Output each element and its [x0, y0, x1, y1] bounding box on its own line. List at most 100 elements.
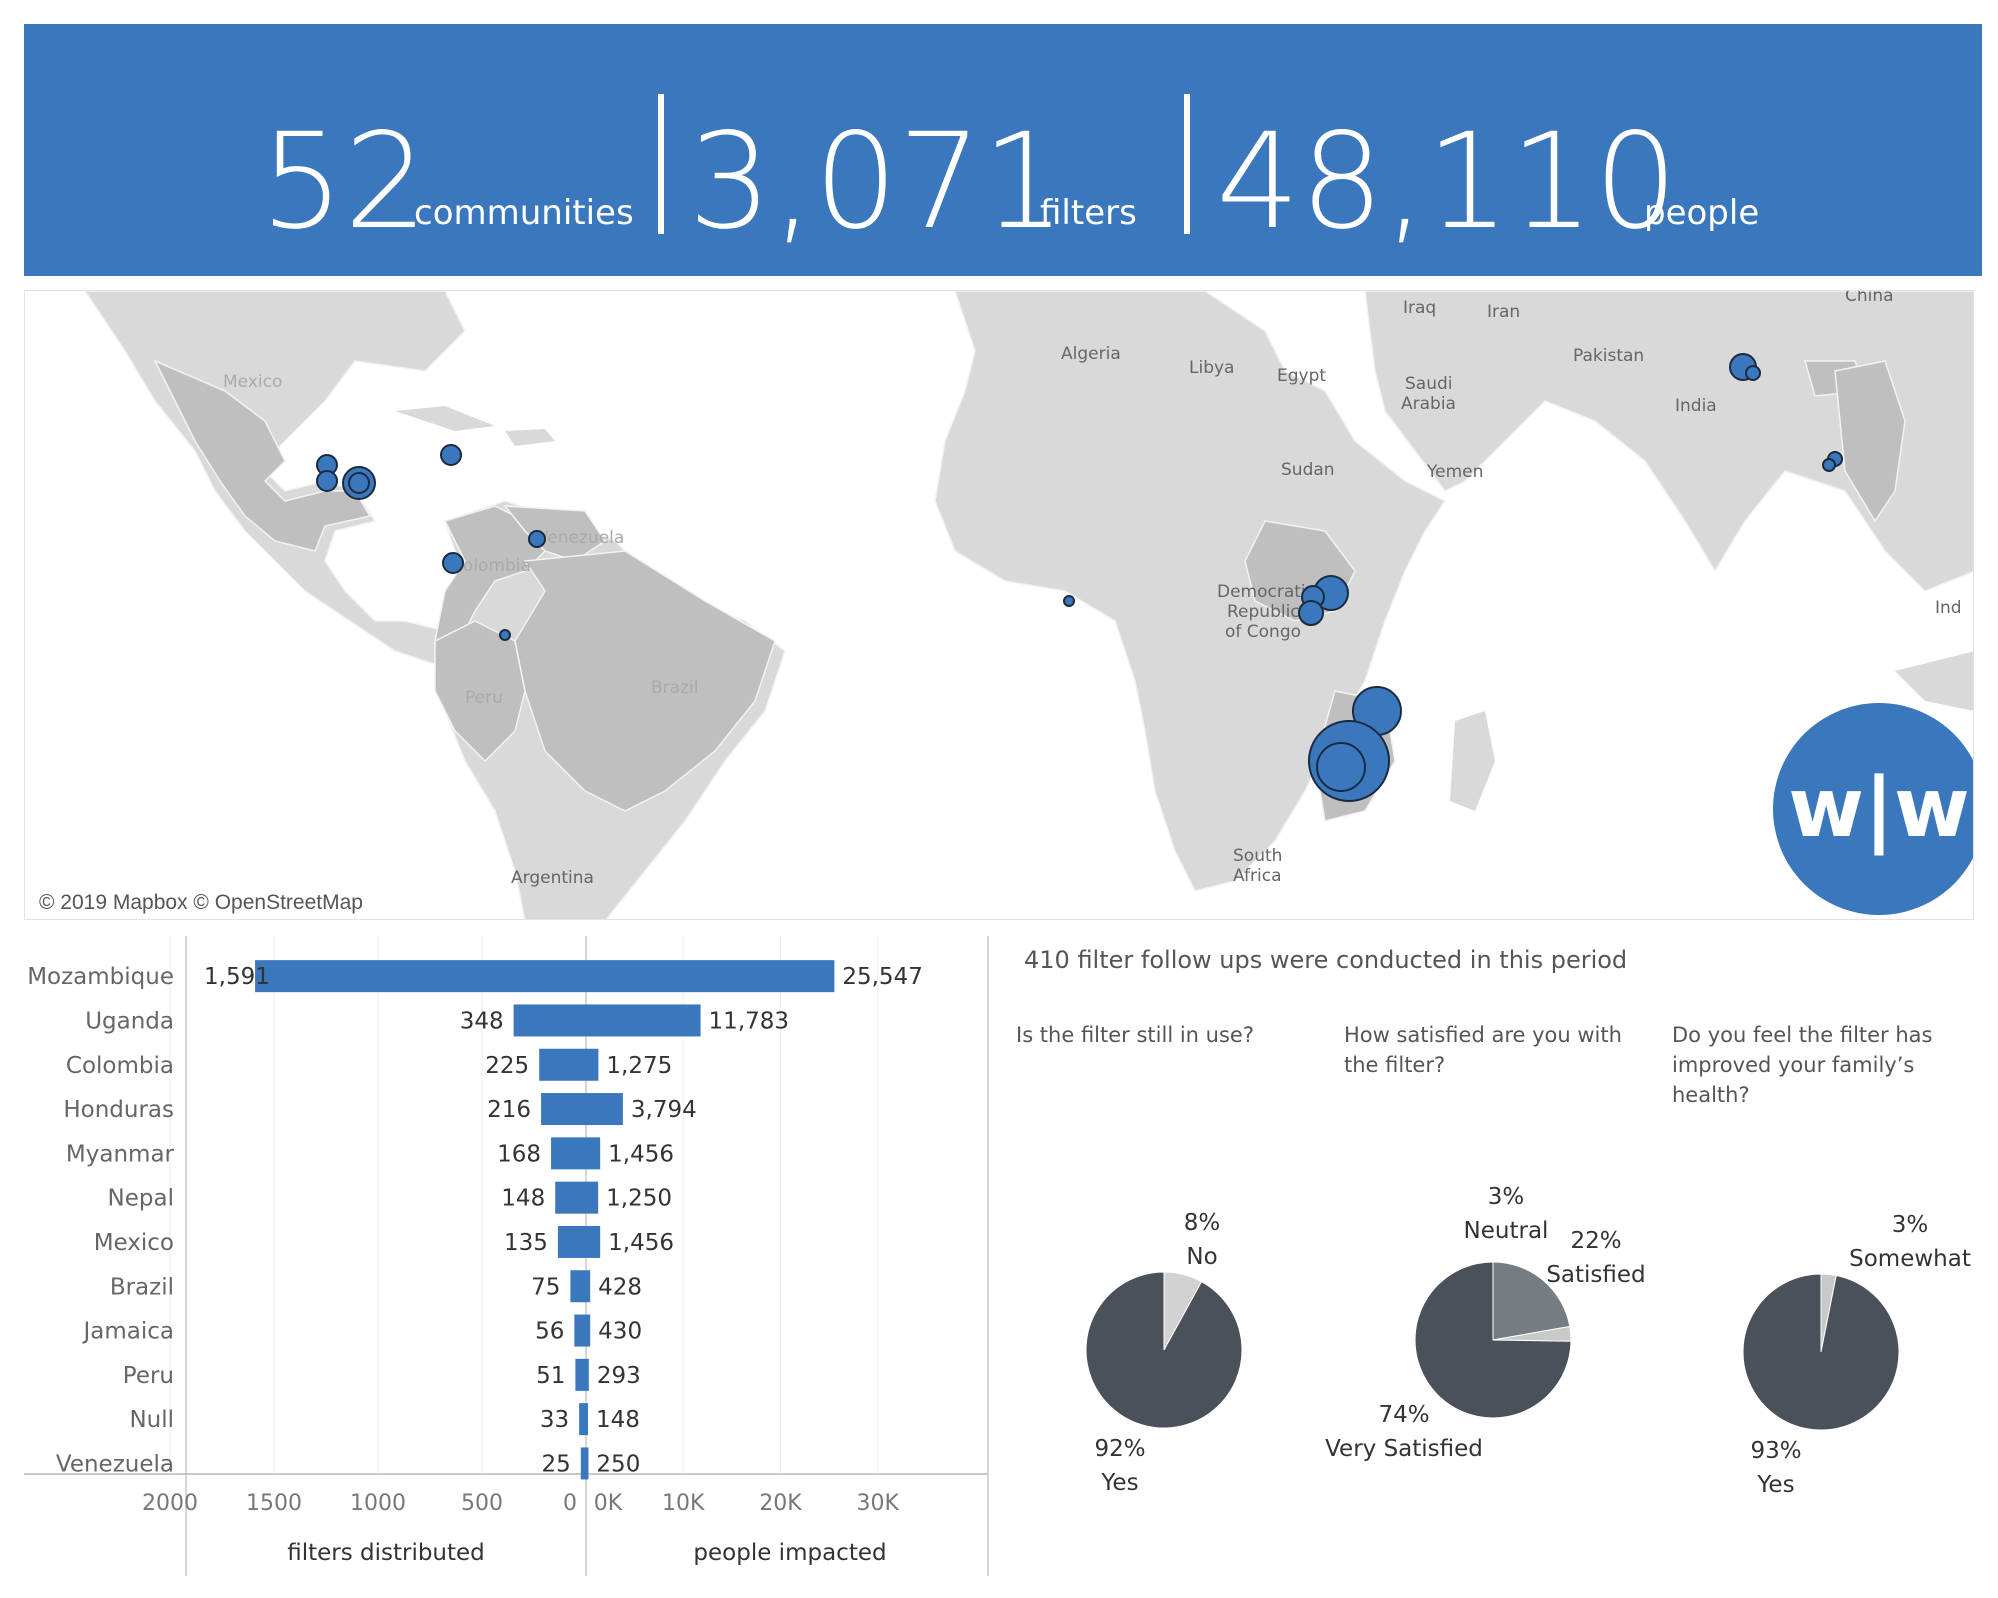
cuba-land: [395, 406, 495, 431]
filters-value-label: 75: [531, 1274, 560, 1300]
map-marker-venezuela[interactable]: [528, 530, 546, 548]
map-markers[interactable]: [316, 353, 1843, 802]
kpi-banner: 52 communities 3,071 filters 48,110 peop…: [24, 24, 1982, 276]
people-bar[interactable]: [586, 1048, 599, 1081]
people-bar[interactable]: [586, 1093, 623, 1126]
map-marker-uganda[interactable]: [1298, 600, 1324, 626]
category-label: Brazil: [110, 1274, 174, 1300]
map-marker-myanmar[interactable]: [1822, 458, 1836, 472]
ww-logo: w|w: [1773, 703, 1973, 915]
map-label-indonesia: Ind: [1935, 598, 1962, 618]
pie-percent-label: 22%: [1570, 1228, 1621, 1254]
pie-slice[interactable]: [1414, 1261, 1572, 1419]
people-value-label: 148: [596, 1407, 640, 1433]
north-america-land: [84, 291, 466, 672]
map-label-egypt: Egypt: [1277, 366, 1326, 386]
pie-percent-label: 8%: [1184, 1210, 1221, 1236]
pie-category-label: Very Satisfied: [1325, 1436, 1483, 1462]
category-label: Mozambique: [27, 964, 174, 990]
category-label: Uganda: [85, 1008, 174, 1034]
filters-value-label: 135: [504, 1230, 548, 1256]
people-value-label: 1,250: [606, 1186, 672, 1212]
people-bar[interactable]: [586, 960, 835, 993]
people-value-label: 1,456: [608, 1141, 674, 1167]
people-bar[interactable]: [586, 1403, 588, 1436]
filters-axis-title: filters distributed: [287, 1540, 485, 1566]
people-tick-label: 10K: [662, 1491, 705, 1516]
pie-category-label: Neutral: [1464, 1218, 1549, 1244]
map-label-of-congo: of Congo: [1225, 622, 1301, 642]
filters-bar[interactable]: [539, 1048, 586, 1081]
people-value-label: 428: [598, 1274, 642, 1300]
people-bar[interactable]: [586, 1270, 591, 1303]
logo-text: w|w: [1788, 761, 1970, 856]
map-label-peru: Peru: [465, 688, 503, 708]
people-axis-title: people impacted: [693, 1540, 886, 1566]
question-health: Do you feel the filter has improved your…: [1672, 1023, 1933, 1107]
map-label-libya: Libya: [1189, 358, 1234, 378]
pie-category-label: Satisfied: [1546, 1262, 1645, 1288]
mexico-region: [153, 359, 372, 552]
map-label-yemen: Yemen: [1426, 462, 1483, 482]
pie-percent-label: 92%: [1094, 1436, 1145, 1462]
filters-value-label: 33: [540, 1407, 569, 1433]
filters-bar[interactable]: [580, 1447, 586, 1480]
people-bar[interactable]: [586, 1314, 591, 1347]
category-label: Peru: [123, 1363, 174, 1389]
madagascar-land: [1450, 711, 1495, 811]
filters-value-label: 148: [501, 1186, 545, 1212]
people-value-label: 11,783: [709, 1008, 789, 1034]
filters-bar[interactable]: [557, 1225, 586, 1258]
people-bar[interactable]: [586, 1181, 599, 1214]
map-marker-jamaica[interactable]: [440, 444, 462, 466]
people-bar[interactable]: [586, 1225, 601, 1258]
filters-bar[interactable]: [555, 1181, 586, 1214]
map-panel[interactable]: Mexico Colombia Venezuela Peru Brazil Ar…: [24, 290, 1974, 920]
filters-bar[interactable]: [574, 1314, 586, 1347]
communities-count: 52: [260, 105, 428, 259]
category-label: Mexico: [94, 1230, 174, 1256]
kpi-divider: [658, 94, 664, 234]
category-label: Honduras: [63, 1097, 174, 1123]
filters-bar[interactable]: [541, 1093, 586, 1126]
filters-bar[interactable]: [579, 1403, 586, 1436]
people-value-label: 3,794: [631, 1097, 697, 1123]
map-label-mexico: Mexico: [223, 372, 282, 392]
filters-tick-label: 1500: [246, 1491, 302, 1516]
map-marker-null[interactable]: [1063, 595, 1075, 607]
pie-slice[interactable]: [1085, 1271, 1243, 1429]
map-marker-colombia[interactable]: [442, 552, 464, 574]
filters-value-label: 225: [485, 1053, 529, 1079]
pie-category-label: Yes: [1100, 1470, 1138, 1496]
filters-value-label: 51: [536, 1363, 565, 1389]
people-bar[interactable]: [586, 1137, 601, 1170]
map-marker-mozambique[interactable]: [1316, 742, 1366, 792]
map-label-india: India: [1675, 396, 1717, 416]
people-bar[interactable]: [586, 1447, 589, 1480]
category-label: Colombia: [66, 1053, 174, 1079]
map-marker-honduras[interactable]: [348, 472, 370, 494]
pie-slice[interactable]: [1492, 1261, 1571, 1341]
category-label: Jamaica: [81, 1319, 174, 1345]
filters-bar[interactable]: [513, 1004, 586, 1037]
survey-header: 410 filter follow ups were conducted in …: [1024, 946, 1628, 974]
pie-percent-label: 93%: [1750, 1438, 1801, 1464]
people-bar[interactable]: [586, 1358, 589, 1391]
map-marker-nepal[interactable]: [1745, 365, 1761, 381]
map-marker-mexico[interactable]: [316, 470, 338, 492]
filters-bar[interactable]: [575, 1358, 586, 1391]
map-label-china: China: [1845, 291, 1894, 306]
map-label-pakistan: Pakistan: [1573, 346, 1644, 366]
filters-value-label: 216: [487, 1097, 531, 1123]
filters-bar[interactable]: [551, 1137, 586, 1170]
people-bar[interactable]: [586, 1004, 701, 1037]
map-marker-brazil[interactable]: [499, 629, 511, 641]
category-label: Venezuela: [56, 1451, 174, 1477]
map-label-argentina: Argentina: [511, 868, 594, 888]
filters-bar[interactable]: [255, 960, 586, 993]
pie-category-label: Somewhat: [1849, 1246, 1971, 1272]
filters-bar[interactable]: [570, 1270, 586, 1303]
question-satisfaction: How satisfied are you with the filter?: [1344, 1023, 1622, 1077]
world-map[interactable]: Mexico Colombia Venezuela Peru Brazil Ar…: [25, 291, 1974, 920]
pie-slice[interactable]: [1742, 1273, 1900, 1431]
